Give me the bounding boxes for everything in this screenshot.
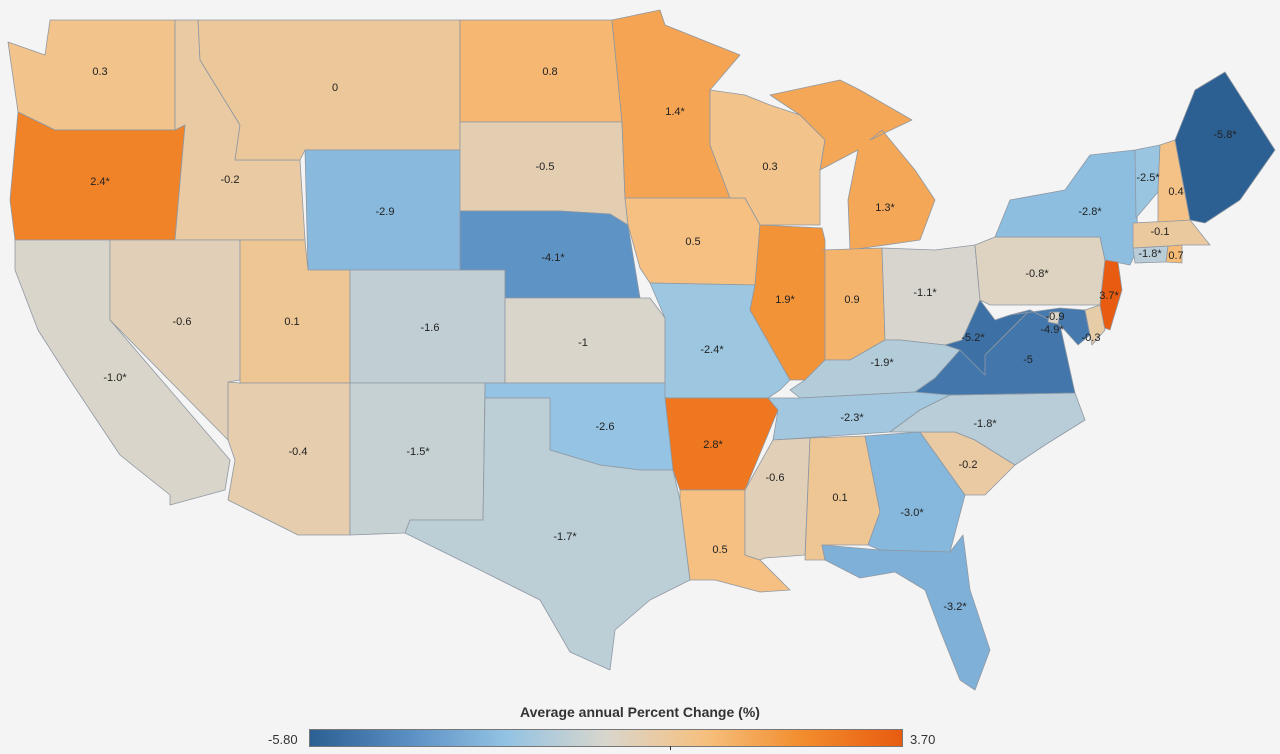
state-value-label-me: -5.8* <box>1213 129 1237 141</box>
legend-zero-tick <box>670 746 671 750</box>
state-nd[interactable] <box>459 19 623 123</box>
state-value-label-nm: -1.5* <box>406 446 430 458</box>
state-value-label-in: 0.9 <box>844 294 859 306</box>
state-wi[interactable] <box>709 89 826 226</box>
state-value-label-mi: 1.3* <box>875 202 895 214</box>
state-value-label-de: -0.3 <box>1082 332 1101 344</box>
state-value-label-az: -0.4 <box>289 446 308 458</box>
state-value-label-il: 1.9* <box>775 294 795 306</box>
state-value-label-nv: -0.6 <box>173 316 192 328</box>
state-value-label-co: -1.6 <box>421 322 440 334</box>
state-value-label-tn: -2.3* <box>840 412 864 424</box>
state-value-label-pa: -0.8* <box>1025 268 1049 280</box>
state-value-label-va: -5 <box>1023 354 1033 366</box>
state-value-label-al: 0.1 <box>832 492 847 504</box>
state-value-label-ny: -2.8* <box>1078 206 1102 218</box>
state-value-label-ms: -0.6 <box>766 472 785 484</box>
state-value-label-mo: -2.4* <box>700 344 724 356</box>
state-value-label-ri: 0.7 <box>1168 250 1183 262</box>
state-value-label-ne: -4.1* <box>541 252 565 264</box>
state-wv[interactable] <box>944 299 1031 376</box>
state-nm[interactable] <box>349 382 486 536</box>
state-value-label-ar: 2.8* <box>703 439 723 451</box>
state-value-label-oh: -1.1* <box>913 287 937 299</box>
state-value-label-nj: 3.7* <box>1099 290 1119 302</box>
state-value-label-ks: -1 <box>578 337 588 349</box>
state-nh[interactable] <box>1157 139 1191 223</box>
state-value-label-wv: -5.2* <box>961 332 985 344</box>
state-value-label-sc: -0.2 <box>959 459 978 471</box>
state-value-label-vt: -2.5* <box>1136 172 1160 184</box>
state-value-label-mn: 1.4* <box>665 106 685 118</box>
state-de[interactable] <box>1084 304 1106 346</box>
legend-title: Average annual Percent Change (%) <box>520 704 760 720</box>
state-value-label-ct: -1.8* <box>1138 248 1162 260</box>
state-sd[interactable] <box>459 121 629 226</box>
state-value-label-mt: 0 <box>332 82 338 94</box>
state-value-label-tx: -1.7* <box>553 531 577 543</box>
state-value-label-ok: -2.6 <box>596 421 615 433</box>
state-value-label-md: -4.9* <box>1040 324 1064 336</box>
state-ma[interactable] <box>1132 219 1211 249</box>
state-value-label-ia: 0.5 <box>685 236 700 248</box>
state-tx[interactable] <box>404 397 691 671</box>
state-value-label-wy: -2.9 <box>376 206 395 218</box>
legend-min-label: -5.80 <box>268 732 298 747</box>
state-value-label-ky: -1.9* <box>870 357 894 369</box>
state-value-label-or: 2.4* <box>90 176 110 188</box>
state-value-label-nc: -1.8* <box>973 418 997 430</box>
state-value-label-wa: 0.3 <box>92 66 107 78</box>
state-me[interactable] <box>1174 71 1276 224</box>
us-choropleth-map: 0.3 2.4* -1.0* -0.2 -0.6 0 -2.9 0.1 -0.4 -1.6 -1.5… <box>7 9 1276 691</box>
state-md[interactable] <box>1009 307 1091 346</box>
state-value-label-la: 0.5 <box>712 544 727 556</box>
state-value-label-fl: -3.2* <box>943 601 967 613</box>
state-value-label-ut: 0.1 <box>284 316 299 328</box>
state-value-label-ma: -0.1 <box>1151 226 1170 238</box>
state-value-label-nh: 0.4 <box>1168 186 1183 198</box>
state-mi[interactable] <box>769 79 936 251</box>
state-value-label-dc: -0.9 <box>1046 311 1065 323</box>
state-value-label-ca: -1.0* <box>103 372 127 384</box>
state-dc[interactable] <box>1047 311 1061 325</box>
legend-color-bar <box>309 729 903 747</box>
state-value-label-nd: 0.8 <box>542 66 557 78</box>
state-nc[interactable] <box>889 392 1086 466</box>
state-value-label-ga: -3.0* <box>900 507 924 519</box>
legend-max-label: 3.70 <box>910 732 936 747</box>
state-fl[interactable] <box>821 534 991 691</box>
state-value-label-sd: -0.5 <box>536 161 555 173</box>
state-value-label-id: -0.2 <box>221 174 240 186</box>
state-value-label-wi: 0.3 <box>762 161 777 173</box>
state-az[interactable] <box>227 381 351 536</box>
